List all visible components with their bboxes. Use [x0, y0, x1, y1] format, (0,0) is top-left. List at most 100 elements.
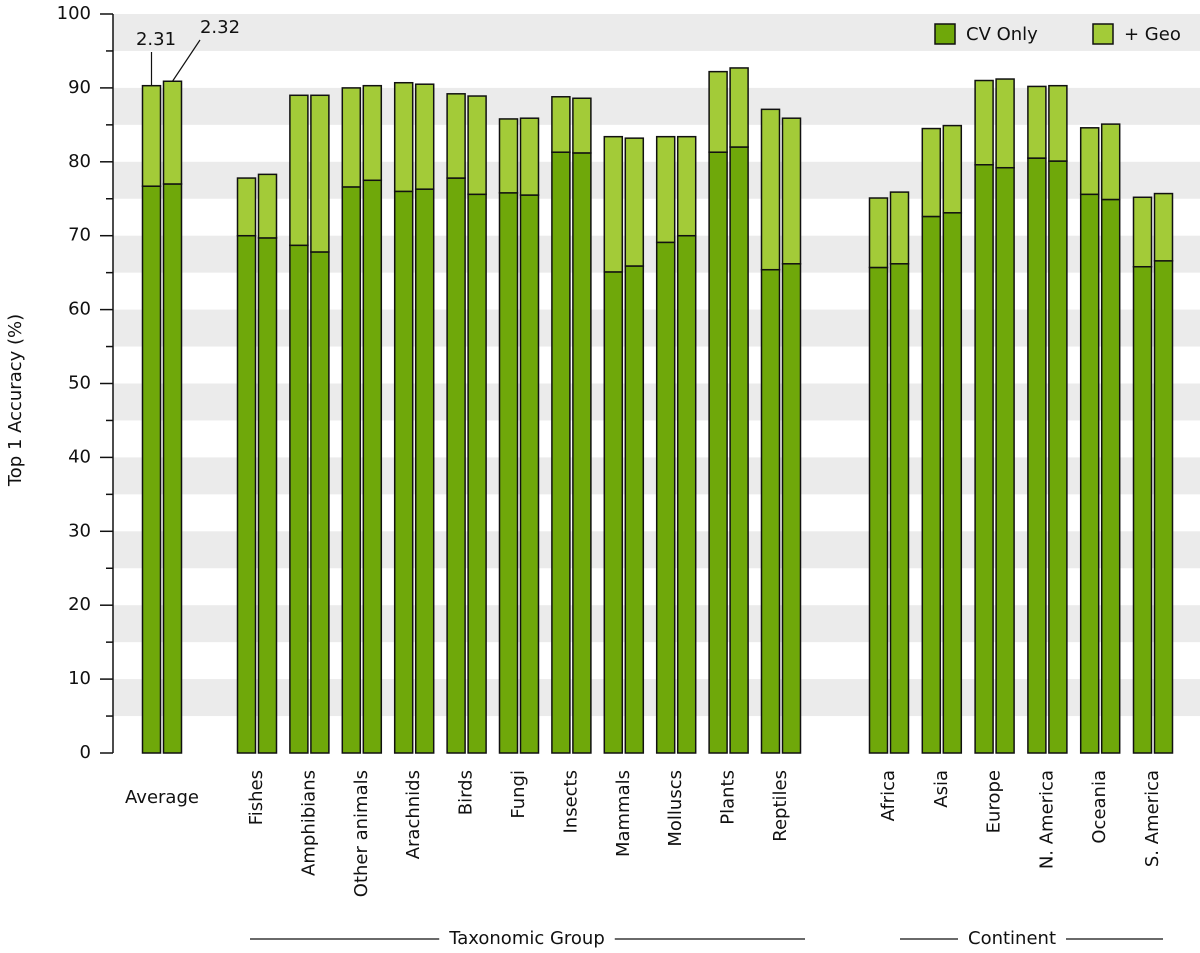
- bar-segment: [162, 80, 183, 185]
- bar-segment: [729, 67, 749, 148]
- x-tick-label: Africa: [878, 770, 899, 821]
- y-tick-label: 10: [68, 668, 91, 689]
- legend-label: CV Only: [966, 24, 1038, 45]
- x-tick-label: S. America: [1142, 770, 1163, 867]
- y-tick-label: 0: [80, 742, 91, 763]
- bar-segment: [1079, 193, 1100, 754]
- bar-segment: [655, 241, 676, 754]
- x-tick-label: Birds: [456, 770, 477, 815]
- bar-segment: [603, 135, 624, 273]
- bar-segment: [995, 166, 1015, 754]
- bar-segment: [257, 237, 278, 754]
- y-tick-label: 90: [68, 77, 91, 98]
- x-tick-label: Mammals: [613, 770, 634, 857]
- bar-segment: [414, 188, 435, 754]
- x-tick-label: Reptiles: [770, 770, 791, 842]
- bar-label: 2.32: [200, 17, 240, 38]
- bar-segment: [974, 79, 994, 166]
- x-tick-label: Molluscs: [665, 770, 686, 847]
- bar-segment: [236, 234, 257, 754]
- bar-segment: [676, 234, 697, 754]
- bar-segment: [1048, 160, 1068, 754]
- y-tick-label: 100: [57, 3, 91, 24]
- bar-segment: [889, 263, 910, 754]
- bar-segment: [1100, 123, 1121, 201]
- x-tick-label: Europe: [984, 770, 1005, 833]
- axes: 0 10 20 30 40 50 60 70 80 90 100: [57, 3, 114, 763]
- y-axis-label: Top 1 Accuracy (%): [5, 314, 26, 487]
- x-tick-label: N. America: [1036, 770, 1057, 869]
- bar-segment: [257, 173, 278, 239]
- bar-segment: [942, 124, 963, 214]
- y-tick-label: 80: [68, 151, 91, 172]
- bar-segment: [1153, 192, 1174, 262]
- grid-band: [113, 14, 1200, 51]
- bar-segment: [1132, 196, 1153, 268]
- bar-segment: [781, 263, 802, 754]
- bar-segment: [572, 152, 592, 754]
- bar-segment: [141, 185, 162, 754]
- x-tick-label: Asia: [931, 770, 952, 808]
- bar-segment: [624, 137, 645, 267]
- bar-segment: [289, 244, 309, 754]
- bar-segment: [655, 135, 676, 244]
- bar-segment: [393, 190, 414, 754]
- bar-label-leader: [172, 39, 201, 82]
- bar-segment: [498, 118, 519, 194]
- bar-segment: [868, 197, 889, 269]
- bar-segment: [362, 84, 383, 182]
- bar-segment: [760, 108, 781, 271]
- bar-segment: [310, 94, 330, 253]
- bar-segment: [551, 151, 571, 754]
- bar-segment: [676, 135, 697, 237]
- y-tick-label: 70: [68, 225, 91, 246]
- x-tick-label: Other animals: [351, 770, 372, 897]
- bar-segment: [162, 183, 183, 754]
- bar-segment: [729, 146, 749, 754]
- x-tick-label: Arachnids: [403, 770, 424, 859]
- bar-segment: [1048, 84, 1068, 162]
- bar-segment: [921, 215, 942, 754]
- bar-segment: [141, 84, 162, 187]
- bar-segment: [974, 164, 994, 754]
- bar-segment: [551, 96, 571, 153]
- bar-segment: [519, 117, 540, 196]
- bar-segment: [760, 268, 781, 754]
- bar-segment: [1079, 127, 1100, 196]
- bar-segment: [624, 265, 645, 754]
- x-tick-label: Oceania: [1089, 770, 1110, 844]
- bar-segment: [603, 271, 624, 754]
- bar-segment: [868, 266, 889, 754]
- bar-segment: [310, 251, 330, 754]
- bar-label: 2.31: [136, 29, 176, 50]
- bar-segment: [921, 127, 942, 218]
- y-tick-label: 30: [68, 520, 91, 541]
- legend-label: + Geo: [1124, 24, 1181, 45]
- bar-segment: [572, 97, 592, 154]
- x-tick-label: Plants: [718, 770, 739, 825]
- y-tick-label: 20: [68, 594, 91, 615]
- bar-segment: [341, 186, 362, 754]
- bar-segment: [781, 117, 802, 265]
- bar-segment: [414, 83, 435, 190]
- y-tick-label: 40: [68, 446, 91, 467]
- bar-segment: [236, 177, 257, 237]
- bar-segment: [889, 191, 910, 265]
- y-tick-label: 60: [68, 299, 91, 320]
- bar-segment: [1027, 157, 1047, 754]
- bar-segment: [467, 193, 487, 754]
- bar-segment: [498, 192, 519, 754]
- x-tick-label: Fishes: [246, 770, 267, 825]
- bar-segment: [446, 177, 466, 754]
- bar-segment: [341, 87, 362, 188]
- bar-segment: [289, 94, 309, 247]
- bar-segment: [942, 212, 963, 754]
- bar-segment: [708, 70, 728, 153]
- bar-segment: [1153, 260, 1174, 754]
- legend-swatch: [1092, 23, 1114, 45]
- x-tick-label: Average: [125, 787, 199, 808]
- x-tick-label: Fungi: [508, 770, 529, 819]
- x-tick-label: Amphibians: [298, 770, 319, 876]
- y-tick-label: 50: [68, 373, 91, 394]
